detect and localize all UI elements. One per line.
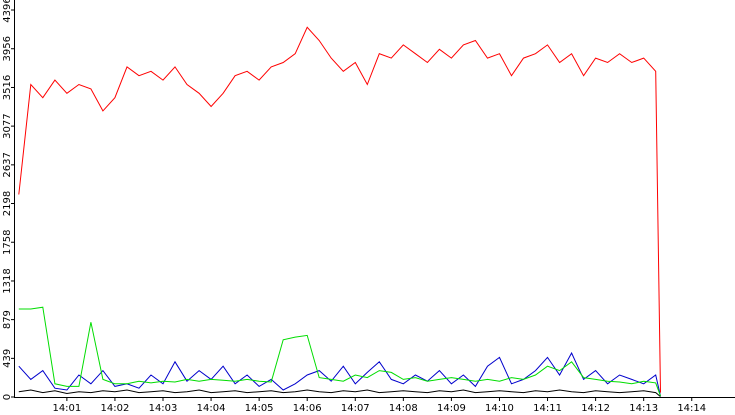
x-tick-label: 14:14 [677, 403, 706, 414]
series-line [18, 351, 661, 397]
y-tick-label: 3956 [2, 36, 13, 61]
x-tick-label: 14:11 [533, 403, 562, 414]
x-tick-label: 14:13 [629, 403, 658, 414]
x-tick-label: 14:01 [52, 403, 81, 414]
y-tick-label: 0 [2, 394, 13, 400]
x-tick-label: 14:05 [245, 403, 274, 414]
x-tick-label: 14:10 [485, 403, 514, 414]
x-tick-label: 14:06 [293, 403, 322, 414]
y-tick-label: 2637 [2, 152, 13, 177]
y-tick-label: 439 [2, 349, 13, 368]
x-tick-label: 14:04 [197, 403, 226, 414]
series-line [18, 306, 661, 397]
x-tick-label: 14:12 [581, 403, 610, 414]
y-tick-label: 2198 [2, 191, 13, 216]
y-tick-label: 3516 [2, 75, 13, 100]
y-tick-label: 879 [2, 310, 13, 329]
x-tick-label: 14:03 [149, 403, 178, 414]
series-line [18, 389, 661, 397]
x-tick-label: 14:02 [101, 403, 130, 414]
series-line [18, 26, 661, 393]
y-tick-label: 4396 [2, 0, 13, 23]
x-tick-label: 14:08 [389, 403, 418, 414]
y-tick-label: 1318 [2, 268, 13, 293]
x-tick-label: 14:09 [437, 403, 466, 414]
x-tick-label: 14:07 [341, 403, 370, 414]
y-tick-label: 3077 [2, 113, 13, 138]
y-tick-label: 1758 [2, 230, 13, 255]
